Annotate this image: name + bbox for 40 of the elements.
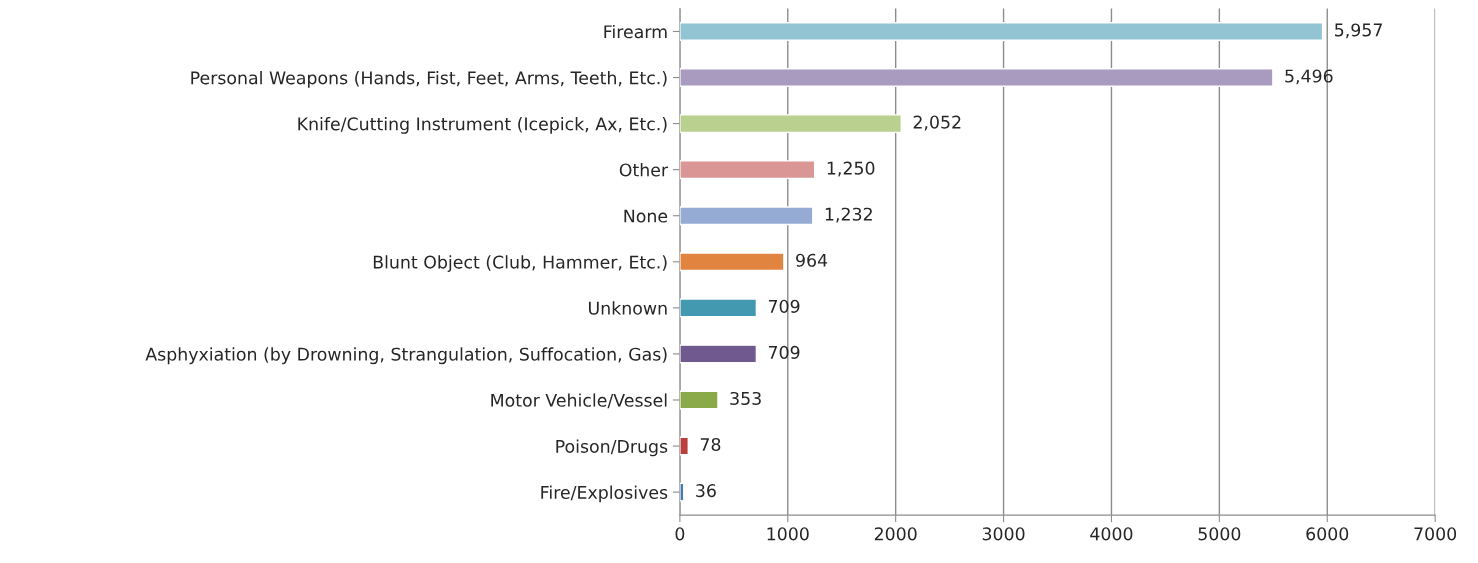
bar <box>679 22 1324 41</box>
x-tick-label: 0 <box>675 527 685 541</box>
x-tick-label: 1000 <box>767 527 809 541</box>
y-tick-label: Firearm <box>604 24 667 39</box>
data-label: 2,052 <box>913 115 961 131</box>
bar <box>679 160 816 180</box>
y-tick-label: Asphyxiation (by Drowning, Strangulation, Suffocation, Gas) <box>145 347 667 365</box>
data-label: 709 <box>768 299 800 313</box>
data-label: 78 <box>700 437 721 452</box>
data-label: 709 <box>768 345 800 359</box>
y-tick-label: Other <box>619 163 669 177</box>
data-label: 1,250 <box>827 161 875 177</box>
x-tick-label: 5000 <box>1198 527 1241 541</box>
bar <box>679 436 689 456</box>
y-tick-label: Knife/Cutting Instrument (Icepick, Ax, Etc.) <box>298 117 667 134</box>
data-label: 5,496 <box>1285 69 1333 85</box>
bar <box>679 206 814 226</box>
x-tick-label: 7000 <box>1414 527 1457 541</box>
y-tick-label: None <box>624 209 668 223</box>
data-label: 5,957 <box>1335 23 1382 39</box>
x-tick-label: 2000 <box>874 527 917 541</box>
bar <box>679 68 1274 87</box>
bar <box>679 298 758 318</box>
bar <box>679 114 902 134</box>
data-label: 964 <box>796 253 828 267</box>
y-tick-label: Personal Weapons (Hands, Fist, Feet, Arms, Teeth, Etc.) <box>191 70 667 88</box>
bar <box>679 390 719 410</box>
y-tick-label: Poison/Drugs <box>556 439 668 457</box>
data-label: 36 <box>696 484 716 498</box>
x-tick-label: 6000 <box>1306 527 1349 541</box>
y-tick-label: Blunt Object (Club, Hammer, Etc.) <box>373 255 667 272</box>
y-tick-label: Fire/Explosives <box>541 485 668 503</box>
x-tick-label: 4000 <box>1090 527 1133 541</box>
bar <box>679 344 758 364</box>
data-label: 353 <box>730 391 761 406</box>
bar <box>679 252 785 272</box>
data-label: 1,232 <box>825 207 872 223</box>
x-tick-label: 3000 <box>982 527 1025 541</box>
y-tick-label: Motor Vehicle/Vessel <box>491 393 667 409</box>
y-tick-label: Unknown <box>588 301 667 315</box>
